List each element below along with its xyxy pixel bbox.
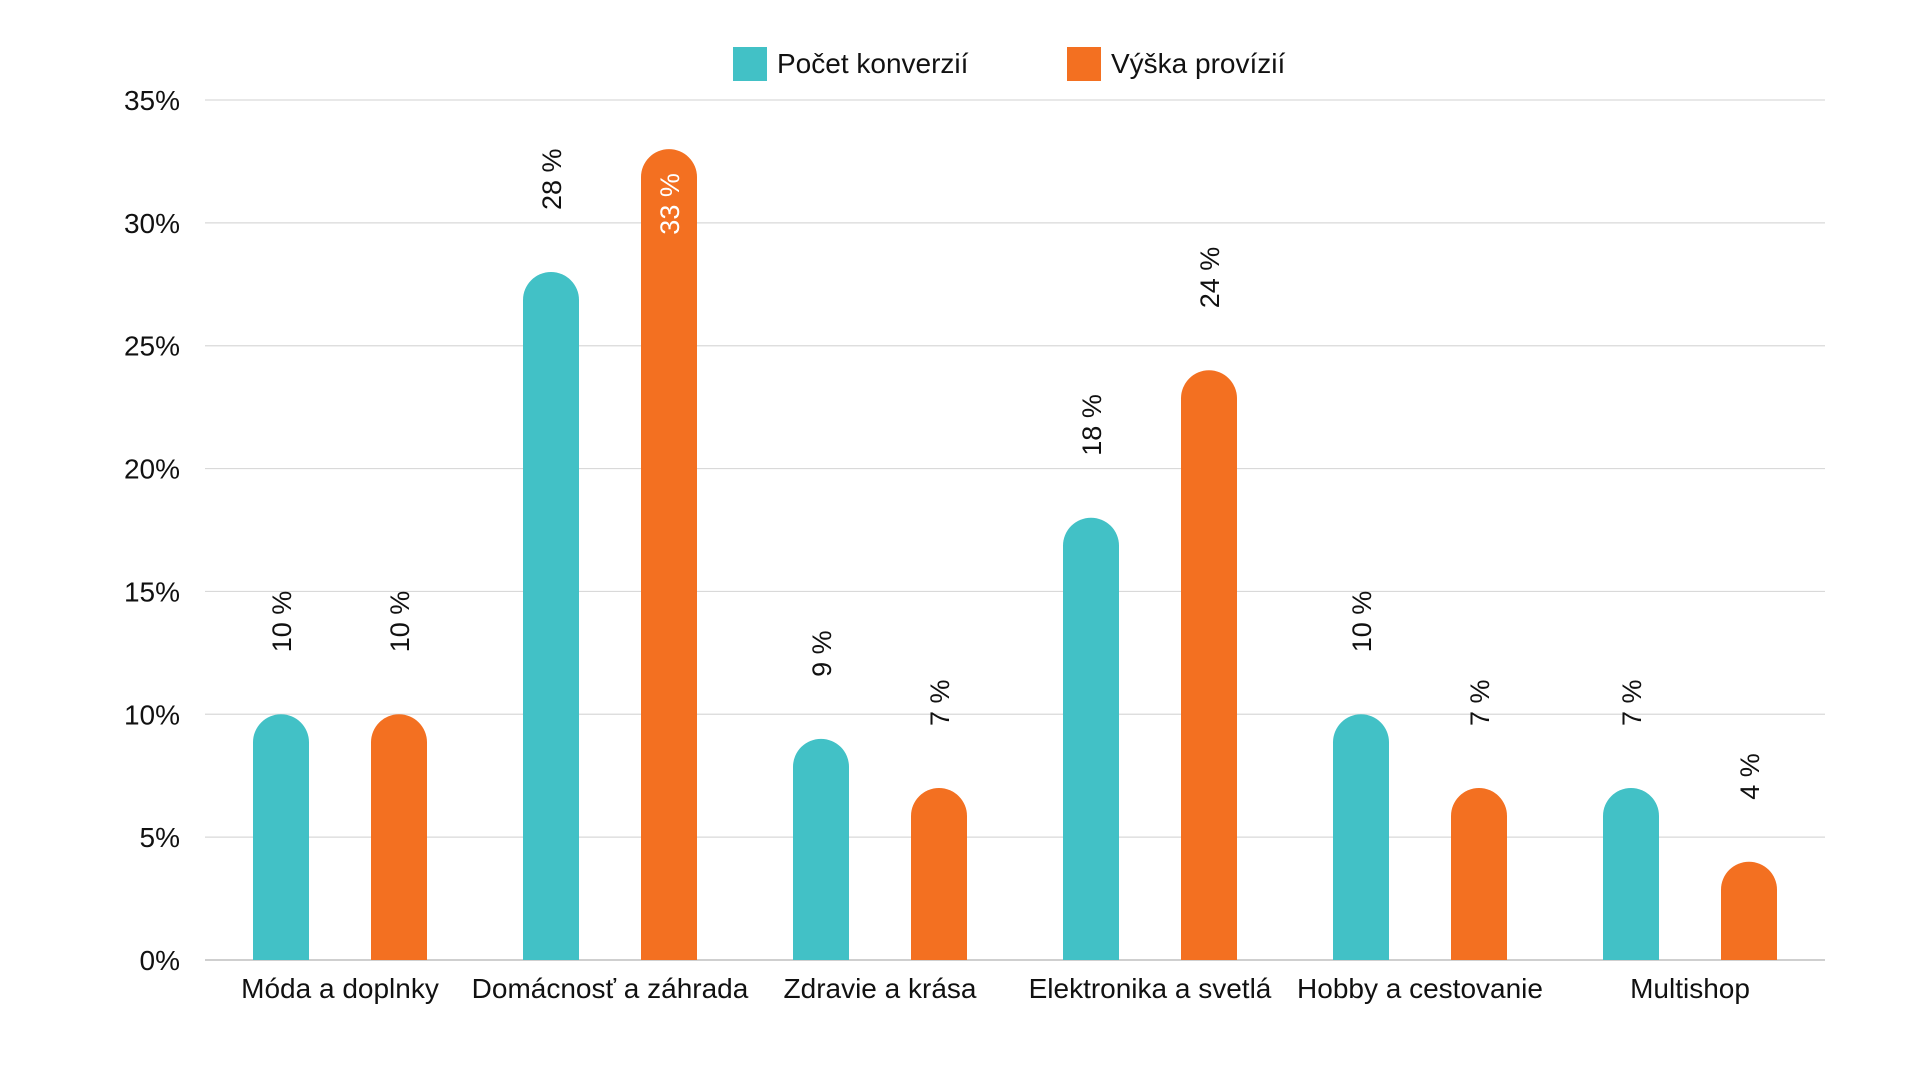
bar-konverzie [253,714,309,960]
legend-label-vyska-provizii: Výška provízií [1111,48,1285,79]
bar-konverzie [523,272,579,960]
data-label: 28 % [537,148,567,210]
y-tick-label: 25% [124,331,180,362]
y-tick-label: 10% [124,699,180,730]
legend-label-pocet-konverzii: Počet konverzií [777,48,969,79]
y-tick-label: 35% [124,85,180,116]
bar-provizie [641,149,697,960]
y-axis-ticks: 0% 5% 10% 15% 20% 25% 30% 35% [124,85,180,976]
data-label: 4 % [1735,753,1765,800]
bar-konverzie [793,738,849,960]
data-label: 33 % [655,173,685,235]
x-axis-categories: Móda a doplnky Domácnosť a záhrada Zdravie… [241,973,1750,1004]
x-category-label: Móda a doplnky [241,973,439,1004]
y-tick-label: 0% [140,945,180,976]
legend-swatch-pocet-konverzii [733,47,767,81]
y-tick-label: 30% [124,208,180,239]
data-label: 7 % [925,679,955,726]
bar-provizie [1181,370,1237,960]
bar-provizie [1721,861,1777,960]
data-label: 7 % [1465,679,1495,726]
gridlines [205,99,1825,961]
bar-konverzie [1063,517,1119,960]
data-label: 9 % [807,630,837,677]
bars [253,149,1777,960]
y-tick-label: 5% [140,822,180,853]
x-category-label: Multishop [1630,973,1750,1004]
bar-provizie [371,714,428,960]
bar-konverzie [1603,788,1659,960]
data-label: 10 % [385,591,415,653]
legend-swatch-vyska-provizii [1067,47,1101,81]
data-label: 10 % [267,591,297,653]
bar-provizie [1451,788,1507,960]
data-label: 18 % [1077,394,1107,456]
bar-konverzie [1333,714,1389,960]
bar-provizie [911,788,967,960]
y-tick-label: 15% [124,576,180,607]
data-label: 10 % [1347,591,1377,653]
data-label: 7 % [1617,679,1647,726]
x-category-label: Domácnosť a záhrada [472,973,749,1004]
legend: Počet konverzií Výška provízií [733,47,1285,81]
x-category-label: Elektronika a svetlá [1029,973,1272,1004]
y-tick-label: 20% [124,454,180,485]
data-labels: 10 % 10 % 28 % 33 % 9 % 7 % 18 % 24 % 10 % 7 % 7 %… [267,148,1765,799]
data-label: 24 % [1195,247,1225,309]
x-category-label: Zdravie a krása [784,973,977,1004]
x-category-label: Hobby a cestovanie [1297,973,1543,1004]
